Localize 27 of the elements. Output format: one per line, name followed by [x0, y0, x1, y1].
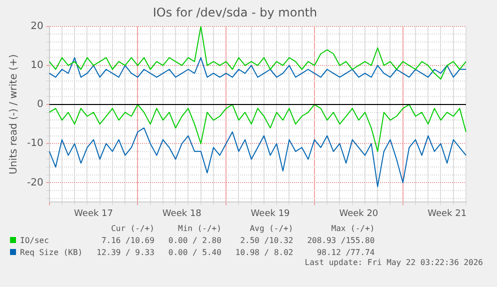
- y-tick-label: -20: [26, 177, 44, 188]
- x-tick-label: Week 18: [162, 208, 202, 219]
- legend-label: Req Size (KB): [19, 246, 83, 258]
- x-tick-label: Week 21: [428, 208, 467, 219]
- text: 0.00 / 2.80: [167, 234, 222, 246]
- y-tick-label: 20: [30, 20, 44, 32]
- legend-label: IO/sec: [19, 234, 50, 246]
- y-tick-label: 0: [36, 99, 44, 110]
- text: 12.39 / 9.33: [96, 246, 154, 258]
- x-tick-label: Week 17: [74, 208, 114, 219]
- text: 98.12 /77.74: [316, 246, 375, 258]
- y-tick-label: -10: [26, 138, 44, 150]
- text: 10.98 / 8.02: [234, 246, 294, 258]
- text: Last update: Fri May 22 03:22:36 2026: [304, 258, 483, 267]
- y-axis-title: Units read (-) / write (+): [8, 54, 20, 174]
- text: 0.00 / 5.40: [167, 246, 222, 258]
- x-tick-label: Week 20: [339, 208, 378, 219]
- text: Avg (-/+): [248, 222, 294, 234]
- text: Cur (-/+): [110, 222, 154, 234]
- text: Min (-/+): [177, 222, 222, 234]
- text: 208.93 /155.80: [306, 234, 375, 246]
- chart-title: IOs for /dev/sda - by month: [152, 5, 318, 20]
- text: Max (-/+): [330, 222, 375, 234]
- y-tick-label: 10: [30, 60, 44, 72]
- text: 2.50 /10.32: [239, 234, 294, 246]
- text: 7.16 /10.69: [100, 234, 154, 246]
- x-tick-label: Week 19: [250, 208, 290, 219]
